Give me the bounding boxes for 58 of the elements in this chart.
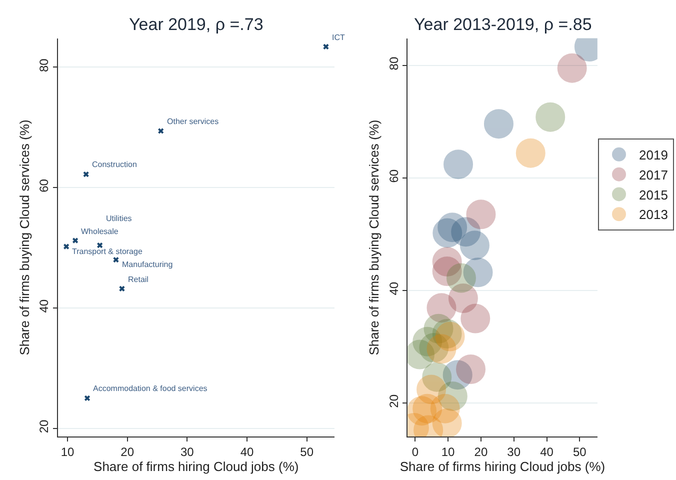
x-axis-title: Share of firms hiring Cloud jobs (%) (94, 459, 299, 474)
chart-title: Year 2019, ρ =.73 (129, 15, 264, 34)
point (158, 128, 164, 134)
annotation: Construction (92, 160, 137, 169)
point (72, 238, 78, 244)
y-tick-label: 80 (37, 58, 52, 72)
x-tick-label: 50 (300, 445, 314, 460)
point (323, 44, 329, 50)
point (460, 230, 490, 260)
annotation: ICT (332, 33, 345, 42)
x-tick-label: 40 (540, 445, 554, 460)
y-tick-label: 40 (37, 299, 52, 313)
y-axis-title: Share of firms buying Cloud services (%) (17, 120, 32, 356)
legend-label: 2015 (639, 187, 668, 202)
point (83, 171, 89, 178)
point (516, 138, 546, 168)
legend-label: 2017 (639, 167, 668, 182)
x-tick-label: 20 (120, 445, 134, 460)
x-axis-title: Share of firms hiring Cloud jobs (%) (400, 459, 606, 474)
point (426, 334, 456, 364)
point (460, 304, 490, 334)
point (119, 286, 125, 292)
legend-label: 2019 (639, 148, 668, 162)
y-tick-label: 60 (37, 178, 52, 192)
annotation: Utilities (106, 214, 132, 223)
chart-title: Year 2013-2019, ρ =.85 (414, 15, 592, 34)
x-tick-label: 30 (507, 445, 521, 460)
annotation: Accommodation & food services (93, 384, 208, 393)
y-axis-title: Share of firms buying Cloud services (%) (366, 120, 382, 356)
x-tick-label: 20 (474, 445, 488, 460)
point (466, 200, 496, 230)
y-tick-label: 60 (386, 169, 401, 183)
x-tick-label: 10 (441, 445, 456, 460)
x-tick-label: 50 (572, 445, 587, 460)
point (113, 256, 119, 263)
x-tick-label: 30 (180, 445, 194, 460)
point (97, 242, 103, 248)
point (557, 53, 587, 83)
point (484, 109, 514, 139)
annotation: Retail (128, 275, 149, 284)
x-tick-label: 10 (60, 445, 75, 460)
point (64, 244, 70, 250)
x-tick-label: 40 (240, 445, 254, 460)
annotation: Other services (167, 117, 219, 126)
annotation: Wholesale (81, 227, 119, 236)
y-tick-label: 40 (386, 282, 401, 296)
annotation: Manufacturing (122, 260, 173, 269)
y-tick-label: 80 (386, 56, 401, 70)
point (84, 395, 90, 402)
point (456, 354, 486, 384)
annotation: Transport & storage (72, 247, 143, 256)
y-tick-label: 20 (386, 394, 401, 408)
point (446, 263, 476, 293)
x-tick-label: 0 (412, 445, 419, 460)
legend-label: 2013 (639, 207, 668, 222)
point (444, 150, 474, 180)
y-tick-label: 20 (37, 419, 52, 434)
point (536, 102, 566, 132)
